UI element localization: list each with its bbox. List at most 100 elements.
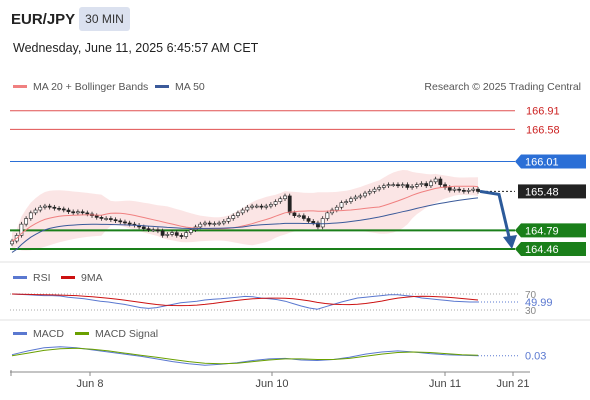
rsi-line (11, 293, 478, 310)
candle-body (334, 206, 339, 211)
candle-body (221, 221, 226, 224)
candle-body (113, 219, 118, 222)
ma50-legend-label: MA 50 (175, 81, 205, 93)
forecast-arrow (479, 189, 512, 242)
candle-body (236, 212, 240, 216)
candle-body (410, 186, 415, 188)
candle-body (207, 222, 212, 225)
candle-body (165, 234, 170, 236)
x-axis: Jun 8 Jun 10 Jun 11 Jun 21 (10, 370, 530, 390)
candle-body (160, 230, 165, 236)
candle-body (19, 223, 24, 236)
level-tag-166.01 (515, 154, 586, 169)
candle-body (264, 205, 269, 208)
candle-body (47, 205, 52, 208)
candle-body (174, 232, 179, 236)
candle-body (212, 223, 217, 225)
candle-body (438, 178, 443, 185)
candle-body (396, 184, 400, 187)
candle-body (367, 191, 372, 194)
candle-body (66, 209, 71, 213)
macd-signal-legend-label: MACD Signal (95, 328, 158, 340)
candle-body (424, 183, 429, 187)
candle-body (61, 208, 66, 211)
rsi-level-70-label: 70 (525, 290, 537, 301)
candle-body (52, 206, 57, 209)
last-price-tag (518, 184, 586, 199)
candle-body (297, 215, 302, 217)
ma50-line (11, 197, 479, 253)
level-tag-164.79 (515, 223, 586, 238)
ma50-legend-swatch (155, 85, 169, 88)
level-label-166.58: 166.58 (526, 124, 560, 136)
level-label-166.91: 166.91 (526, 106, 560, 118)
candle-body (203, 222, 207, 225)
rsi-legend-label: RSI (33, 272, 51, 284)
ma20-line (11, 185, 479, 242)
rsi-last-label: 49.99 (525, 297, 553, 309)
candle-body (198, 223, 203, 228)
candle-body (447, 187, 452, 191)
chart-header: EUR/JPY 30 MIN Wednesday, June 11, 2025 … (0, 0, 590, 64)
candle-body (306, 218, 311, 222)
level-label-164.79: 164.79 (525, 225, 559, 237)
x-tick-label: Jun 10 (255, 378, 288, 390)
macd-signal-legend-swatch (75, 332, 89, 335)
rsi-level-30-label: 30 (525, 306, 537, 317)
candle-body (381, 185, 386, 188)
candle-body (38, 206, 43, 211)
candle-body (231, 215, 236, 219)
candle-body (457, 188, 462, 191)
candle-body (358, 195, 363, 198)
candle-body (405, 184, 410, 188)
rsi-ma-legend-label: 9MA (81, 272, 103, 284)
candle-body (349, 198, 353, 202)
candle-body (391, 184, 396, 186)
candle-body (226, 218, 231, 222)
candle-body (123, 221, 127, 224)
candle-body (320, 218, 325, 228)
candle-body (461, 189, 466, 192)
candle-body (372, 188, 377, 192)
candle-body (33, 209, 38, 214)
candle-body (151, 229, 156, 232)
candle-body (156, 229, 160, 232)
x-tick-label: Jun 21 (496, 378, 529, 390)
candle-body (292, 212, 297, 216)
macd-panel: 0.03 (11, 346, 546, 366)
candle-body (386, 184, 391, 187)
rsi-ma-line (11, 293, 479, 307)
candle-body (240, 209, 245, 214)
candle-body (179, 235, 184, 237)
candle-body (273, 201, 278, 205)
level-label-166.01: 166.01 (525, 157, 559, 169)
forecast-arrowhead (503, 234, 517, 249)
candle-body (414, 184, 419, 187)
candle-body (278, 198, 283, 202)
candle-body (433, 178, 438, 183)
x-tick-label: Jun 11 (429, 378, 461, 390)
candle-body (24, 218, 29, 225)
ma20-legend-label: MA 20 + Bollinger Bands (33, 81, 148, 93)
candle-body (141, 226, 146, 229)
candle-body (43, 205, 47, 208)
candle-body (71, 211, 76, 214)
candle-body (217, 222, 222, 225)
candle-body (353, 196, 358, 200)
x-tick-label: Jun 8 (77, 378, 104, 390)
level-tag-164.46 (515, 241, 586, 256)
candle-body (311, 221, 316, 224)
candle-body (259, 205, 264, 208)
candle-body (170, 232, 174, 235)
candle-body (316, 222, 320, 228)
candle-body (28, 212, 33, 219)
candle-body (400, 184, 405, 187)
timeframe-button[interactable]: 30 MIN (79, 7, 130, 31)
candle-body (57, 208, 61, 210)
candle-body (184, 232, 189, 237)
candle-body (301, 215, 306, 219)
candle-body (85, 212, 90, 215)
candle-body (245, 206, 250, 211)
